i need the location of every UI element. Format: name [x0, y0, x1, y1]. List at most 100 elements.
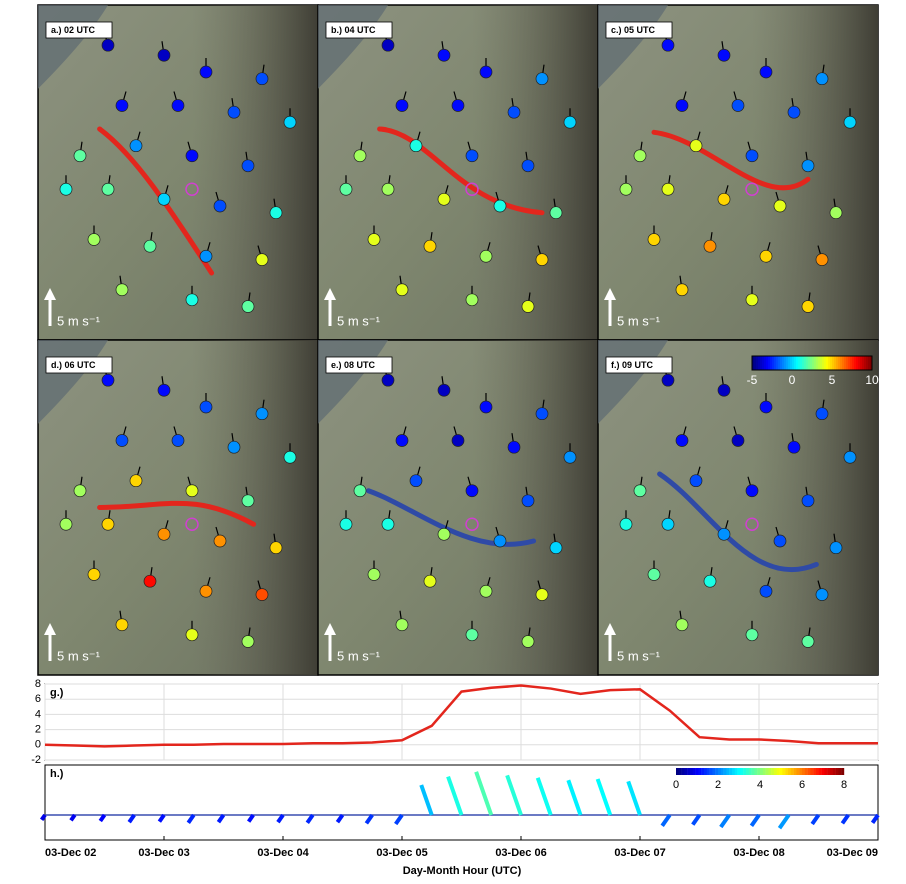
colorbar-cell: [712, 768, 716, 775]
colorbar-cell: [760, 768, 763, 775]
colorbar-cell: [804, 356, 807, 370]
colorbar-cell: [723, 768, 727, 775]
wind-barb: [566, 779, 583, 816]
station: [759, 584, 773, 598]
station: [185, 484, 199, 498]
colorbar-cell: [764, 356, 767, 370]
mountains: [752, 5, 878, 340]
colorbar-cell: [732, 768, 735, 775]
station: [59, 517, 73, 531]
colorbar-cell: [709, 768, 713, 775]
colorbar-cell: [854, 356, 857, 370]
station: [745, 149, 759, 163]
colorbar-cell: [827, 768, 831, 775]
scale-arrow-head: [604, 288, 616, 300]
colorbar-cell: [681, 768, 685, 775]
wind-barb: [505, 774, 523, 816]
mountains: [752, 340, 878, 675]
station: [661, 517, 675, 531]
colorbar-cell: [810, 356, 813, 370]
colorbar-cell: [866, 356, 869, 370]
scale-label: 5 m s⁻¹: [617, 648, 661, 663]
scale-arrow-head: [44, 623, 56, 635]
station: [815, 253, 829, 266]
station: [773, 534, 787, 548]
colorbar-cell: [676, 768, 679, 775]
station: [367, 568, 381, 581]
station: [199, 400, 213, 414]
x-tick-label: 03-Dec 05: [376, 847, 427, 859]
colorbar-cell: [816, 768, 819, 775]
colorbar-cell: [808, 356, 811, 370]
station: [213, 199, 227, 213]
station: [717, 383, 731, 397]
station: [353, 149, 367, 163]
colorbar-cell: [828, 356, 831, 370]
station: [479, 65, 493, 79]
colorbar-cell: [788, 356, 791, 370]
colorbar-cell: [796, 356, 799, 370]
station: [801, 494, 815, 508]
colorbar-cell: [779, 768, 783, 775]
panel-label: a.) 02 UTC: [51, 25, 96, 35]
station: [633, 149, 647, 163]
mountains: [192, 5, 318, 340]
station: [269, 541, 283, 555]
colorbar-cell: [784, 356, 787, 370]
station: [493, 534, 507, 548]
colorbar-cell: [720, 768, 724, 775]
station: [731, 434, 745, 447]
scale-arrow-head: [324, 288, 336, 300]
station: [493, 199, 507, 213]
station: [773, 199, 787, 213]
colorbar-cell: [754, 768, 758, 775]
station: [619, 517, 633, 531]
station: [143, 574, 157, 588]
station: [129, 139, 143, 153]
colorbar-cell: [706, 768, 710, 775]
station: [633, 484, 647, 498]
station: [157, 48, 171, 62]
station: [717, 48, 731, 62]
station: [535, 253, 549, 266]
station: [437, 192, 451, 206]
station: [759, 249, 773, 263]
panel-label-box: [325, 356, 393, 374]
colorbar-tick-label: -5: [747, 373, 758, 387]
colorbar-cell: [870, 356, 873, 370]
colorbar-cell: [821, 768, 825, 775]
station: [101, 38, 115, 52]
station: [213, 534, 227, 548]
station: [381, 373, 395, 387]
station: [535, 407, 549, 421]
station: [731, 99, 745, 112]
colorbar-cell: [862, 356, 865, 370]
station: [521, 494, 535, 508]
wind-barb: [870, 813, 880, 824]
colorbar-cell: [844, 356, 847, 370]
station: [381, 182, 395, 196]
x-tick-label: 03-Dec 03: [138, 847, 189, 859]
station: [759, 65, 773, 79]
colorbar-cell: [812, 356, 815, 370]
station: [339, 182, 353, 196]
wind-barb: [186, 813, 196, 824]
station: [815, 72, 829, 86]
colorbar-cell: [757, 768, 761, 775]
colorbar-cell: [834, 356, 837, 370]
wind-barb: [98, 813, 107, 823]
colorbar-cell: [799, 768, 803, 775]
station: [689, 474, 703, 488]
colorbar-cell: [824, 768, 828, 775]
station: [759, 400, 773, 414]
colorbar-cell: [684, 768, 688, 775]
colorbar-cell: [792, 356, 795, 370]
station: [745, 293, 759, 307]
station: [409, 474, 423, 488]
colorbar-cell: [816, 356, 819, 370]
station: [479, 400, 493, 414]
station: [129, 474, 143, 488]
colorbar-cell: [785, 768, 789, 775]
colorbar-cell: [771, 768, 775, 775]
